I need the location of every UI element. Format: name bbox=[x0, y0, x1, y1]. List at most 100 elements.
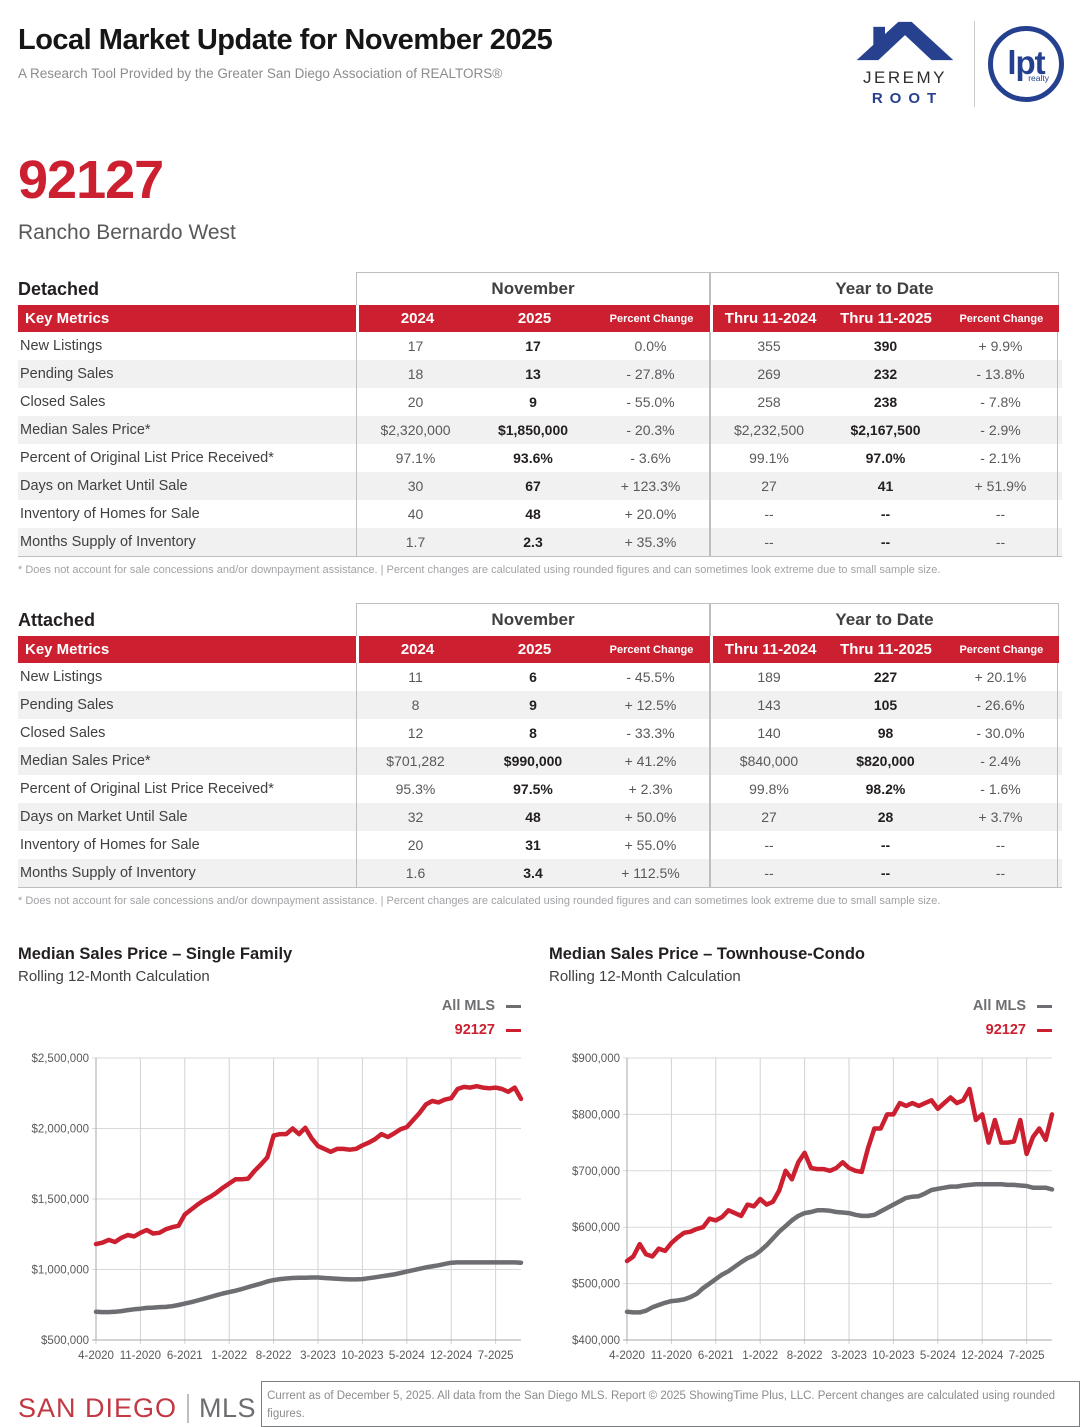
key-metrics-header: Key Metrics bbox=[18, 636, 356, 663]
area-block: 92127 Rancho Bernardo West bbox=[18, 153, 1062, 245]
svg-text:8-2022: 8-2022 bbox=[787, 1350, 823, 1362]
table-group-header: Attached November Year to Date bbox=[18, 603, 1062, 636]
table-row: Median Sales Price* $701,282 $990,000 + 41.… bbox=[18, 747, 1062, 775]
chart-subtitle: Rolling 12-Month Calculation bbox=[18, 968, 210, 985]
metric-value: - 55.0% bbox=[592, 388, 710, 416]
metric-value: -- bbox=[710, 831, 827, 859]
brokerage-logo-subtext: realty bbox=[1028, 72, 1049, 83]
page-subtitle: A Research Tool Provided by the Greater … bbox=[18, 66, 503, 81]
table-row: Days on Market Until Sale 32 48 + 50.0% 27 28… bbox=[18, 803, 1062, 831]
metric-label: Months Supply of Inventory bbox=[20, 865, 196, 881]
metric-value: 232 bbox=[873, 366, 898, 382]
metric-label: Days on Market Until Sale bbox=[20, 809, 188, 825]
metric-value: 8 bbox=[529, 725, 537, 741]
metric-value: -- bbox=[880, 865, 891, 881]
report-footer: SAN DIEGO MLS Current as of December 5, … bbox=[18, 1381, 1080, 1427]
area-name: Rancho Bernardo West bbox=[18, 221, 236, 244]
metric-value: 189 bbox=[710, 663, 827, 691]
agent-logo: JEREMY ROOT bbox=[849, 20, 961, 107]
metric-value: 9 bbox=[529, 394, 537, 410]
ytd-columns: Thru 11-2024 Thru 11-2025 Percent Change bbox=[710, 636, 1059, 663]
svg-text:$900,000: $900,000 bbox=[572, 1053, 620, 1065]
svg-text:5-2024: 5-2024 bbox=[920, 1350, 956, 1362]
svg-text:7-2025: 7-2025 bbox=[1009, 1350, 1045, 1362]
metric-value: 390 bbox=[873, 338, 898, 354]
metric-value: 97.5% bbox=[513, 781, 553, 797]
metric-label: Months Supply of Inventory bbox=[20, 534, 196, 550]
line-chart: 4-2020 11-2020 6-2021 1-2022 8-2022 3-2023 10-… bbox=[572, 1053, 1055, 1362]
metric-value: - 2.1% bbox=[944, 444, 1058, 472]
col-2024: 2024 bbox=[400, 641, 435, 658]
metric-value: - 27.8% bbox=[592, 360, 710, 388]
metric-value: - 7.8% bbox=[944, 388, 1058, 416]
chart-legend: All MLS 92127 bbox=[18, 998, 521, 1038]
svg-text:5-2024: 5-2024 bbox=[389, 1350, 425, 1362]
metric-value: $701,282 bbox=[356, 747, 474, 775]
metric-value: + 12.5% bbox=[592, 691, 710, 719]
fine-print-box: Current as of December 5, 2025. All data… bbox=[261, 1381, 1080, 1427]
metric-label: Percent of Original List Price Received* bbox=[20, 450, 274, 466]
svg-text:3-2023: 3-2023 bbox=[300, 1350, 336, 1362]
legend-label: 92127 bbox=[454, 1022, 495, 1038]
metric-value: $2,320,000 bbox=[356, 416, 474, 444]
metric-value: 30 bbox=[356, 472, 474, 500]
legend-line-swatch bbox=[1037, 1004, 1052, 1008]
table-row: Closed Sales 20 9 - 55.0% 258 238 - 7.8% bbox=[18, 388, 1062, 416]
metric-value: 1.7 bbox=[356, 528, 474, 556]
metric-label: Median Sales Price* bbox=[20, 753, 151, 769]
metric-value: 98.2% bbox=[865, 781, 906, 797]
table-row: Months Supply of Inventory 1.6 3.4 + 112.5%… bbox=[18, 859, 1062, 887]
metric-label: New Listings bbox=[20, 669, 103, 685]
legend-item-all-mls: All MLS bbox=[973, 998, 1052, 1014]
metric-value: 140 bbox=[710, 719, 827, 747]
metric-value: 27 bbox=[710, 803, 827, 831]
metric-label: Closed Sales bbox=[20, 394, 106, 410]
table-header-row: Key Metrics 2024 2025 Percent Change Thr… bbox=[18, 305, 1062, 332]
metric-value: + 51.9% bbox=[944, 472, 1058, 500]
table-row: Median Sales Price* $2,320,000 $1,850,000 -… bbox=[18, 416, 1062, 444]
metric-value: $1,850,000 bbox=[497, 422, 569, 438]
metric-value: + 20.0% bbox=[592, 500, 710, 528]
table-footnote: * Does not account for sale concessions … bbox=[18, 564, 941, 576]
ytd-columns: Thru 11-2024 Thru 11-2025 Percent Change bbox=[710, 305, 1059, 332]
col-2025: 2025 bbox=[517, 641, 552, 658]
table-row: Pending Sales 8 9 + 12.5% 143 105 - 26.6% bbox=[18, 691, 1062, 719]
metric-value: 97.1% bbox=[356, 444, 474, 472]
november-group-header: November bbox=[356, 603, 710, 636]
table-row: Inventory of Homes for Sale 20 31 + 55.0% --… bbox=[18, 831, 1062, 859]
logo-divider bbox=[974, 20, 975, 107]
metric-value: - 45.5% bbox=[592, 663, 710, 691]
table-row: Days on Market Until Sale 30 67 + 123.3% 27 4… bbox=[18, 472, 1062, 500]
col-2024: 2024 bbox=[400, 310, 435, 327]
metric-value: 97.0% bbox=[865, 450, 906, 466]
svg-text:$1,500,000: $1,500,000 bbox=[31, 1194, 89, 1206]
metric-label: New Listings bbox=[20, 338, 103, 354]
brokerage-logo-text: lpt bbox=[1007, 43, 1045, 81]
mls-logo-part2: MLS bbox=[199, 1393, 257, 1423]
metric-value: 13 bbox=[525, 366, 541, 382]
attached-table: Attached November Year to Date Key Metri… bbox=[18, 603, 1062, 907]
legend-line-swatch bbox=[506, 1004, 521, 1008]
metric-value: 20 bbox=[356, 831, 474, 859]
legend-item-92127: 92127 bbox=[455, 1022, 521, 1038]
metric-value: + 20.1% bbox=[944, 663, 1058, 691]
svg-text:$600,000: $600,000 bbox=[572, 1222, 620, 1234]
metric-value: $2,232,500 bbox=[710, 416, 827, 444]
svg-text:3-2023: 3-2023 bbox=[831, 1350, 867, 1362]
col-thru-2024: Thru 11-2024 bbox=[724, 641, 817, 658]
metric-value: 8 bbox=[356, 691, 474, 719]
metric-value: - 26.6% bbox=[944, 691, 1058, 719]
table-body: New Listings 11 6- 45.5% 189 227 + 20.1% Pendi… bbox=[18, 663, 1062, 888]
col-thru-2025: Thru 11-2025 bbox=[840, 641, 932, 658]
legend-label: All MLS bbox=[441, 998, 495, 1014]
col-pct-change: Percent Change bbox=[959, 643, 1044, 656]
metric-value: - 2.4% bbox=[944, 747, 1058, 775]
svg-text:1-2022: 1-2022 bbox=[742, 1350, 778, 1362]
detached-table: Detached November Year to Date Key Metri… bbox=[18, 272, 1062, 576]
metric-value: 258 bbox=[710, 388, 827, 416]
november-columns: 2024 2025 Percent Change bbox=[356, 305, 710, 332]
mls-logo-part1: SAN DIEGO bbox=[18, 1393, 178, 1423]
metric-value: 20 bbox=[356, 388, 474, 416]
metric-value: $2,167,500 bbox=[850, 422, 921, 438]
table-footnote: * Does not account for sale concessions … bbox=[18, 895, 941, 907]
